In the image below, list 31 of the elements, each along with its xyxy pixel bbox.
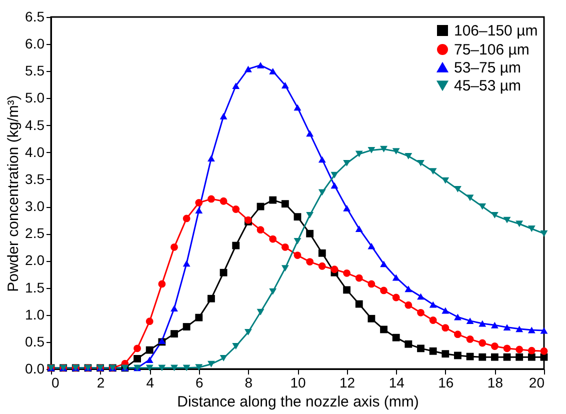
y-tick-label: 3.5	[25, 170, 45, 187]
legend-label: 106–150 µm	[454, 22, 538, 40]
y-tick-label: 6.5	[25, 8, 45, 24]
y-tick-label: 4.0	[25, 144, 45, 160]
y-tick-label: 6.0	[25, 36, 45, 52]
y-tick-label: 0.0	[25, 360, 45, 376]
y-tick-label: 2.0	[25, 252, 45, 268]
x-tick-label: 0	[52, 374, 60, 390]
y-tick-label: 3.0	[25, 198, 45, 214]
x-tick-label: 10	[290, 374, 306, 390]
x-tick-label: 4	[146, 374, 154, 390]
x-tick-label: 12	[340, 374, 356, 390]
y-tick-label: 1.0	[25, 306, 45, 322]
legend-label: 75–106 µm	[454, 42, 530, 58]
x-tick-label: 8	[244, 374, 253, 390]
y-tick-label: 2.5	[25, 225, 45, 242]
x-tick-label: 18	[487, 374, 504, 390]
x-tick-label: 2	[96, 374, 105, 390]
y-tick-label: 4.5	[25, 116, 45, 133]
x-tick-label: 6	[196, 374, 204, 390]
legend-label: 45–53 µm	[454, 78, 522, 94]
legend-label: 53–75 µm	[454, 60, 522, 76]
y-tick-label: 1.5	[25, 279, 45, 296]
x-tick-label: 16	[438, 374, 454, 390]
y-tick-label: 5.5	[25, 62, 45, 79]
y-tick-label: 5.0	[25, 90, 45, 106]
x-axis-title: Distance along the nozzle axis (mm)	[177, 394, 419, 410]
x-tick-label: 20	[528, 374, 545, 390]
y-tick-label: 0.5	[25, 333, 45, 350]
x-tick-label: 14	[388, 374, 405, 390]
y-axis-title: Powder concentration (kg/m³)	[5, 95, 22, 292]
